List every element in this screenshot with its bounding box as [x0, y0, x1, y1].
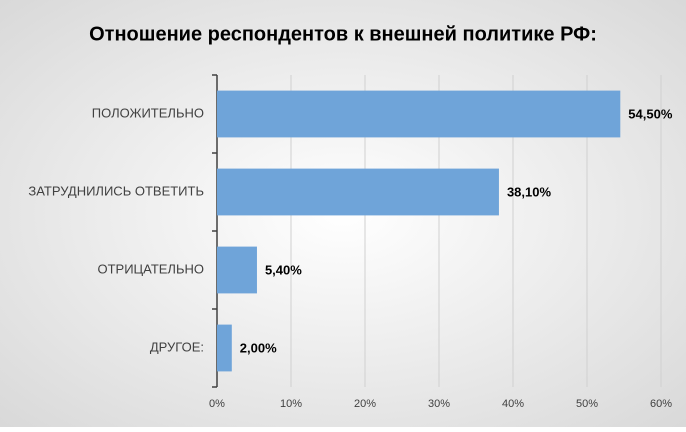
y-tick-label: ЗАТРУДНИЛИСЬ ОТВЕТИТЬ — [28, 183, 204, 198]
bar — [217, 324, 232, 372]
x-tick-label: 50% — [576, 398, 598, 410]
x-tick-label: 20% — [354, 398, 376, 410]
data-label: 54,50% — [628, 106, 673, 121]
bar — [217, 168, 499, 216]
x-tick-label: 0% — [209, 398, 225, 410]
y-tick-label: ПОЛОЖИТЕЛЬНО — [92, 105, 204, 120]
y-tick-label: ОТРИЦАТЕЛЬНО — [97, 261, 204, 276]
y-tick-label: ДРУГОЕ: — [150, 339, 204, 354]
x-tick-label: 60% — [650, 398, 672, 410]
bar — [217, 90, 621, 138]
data-label: 5,40% — [265, 262, 302, 277]
bar — [217, 246, 257, 294]
x-tick-label: 30% — [428, 398, 450, 410]
x-tick-label: 40% — [502, 398, 524, 410]
x-tick-label: 10% — [280, 398, 302, 410]
data-label: 2,00% — [240, 340, 277, 355]
data-label: 38,10% — [507, 184, 552, 199]
chart-title: Отношение респондентов к внешней политик… — [89, 23, 597, 45]
